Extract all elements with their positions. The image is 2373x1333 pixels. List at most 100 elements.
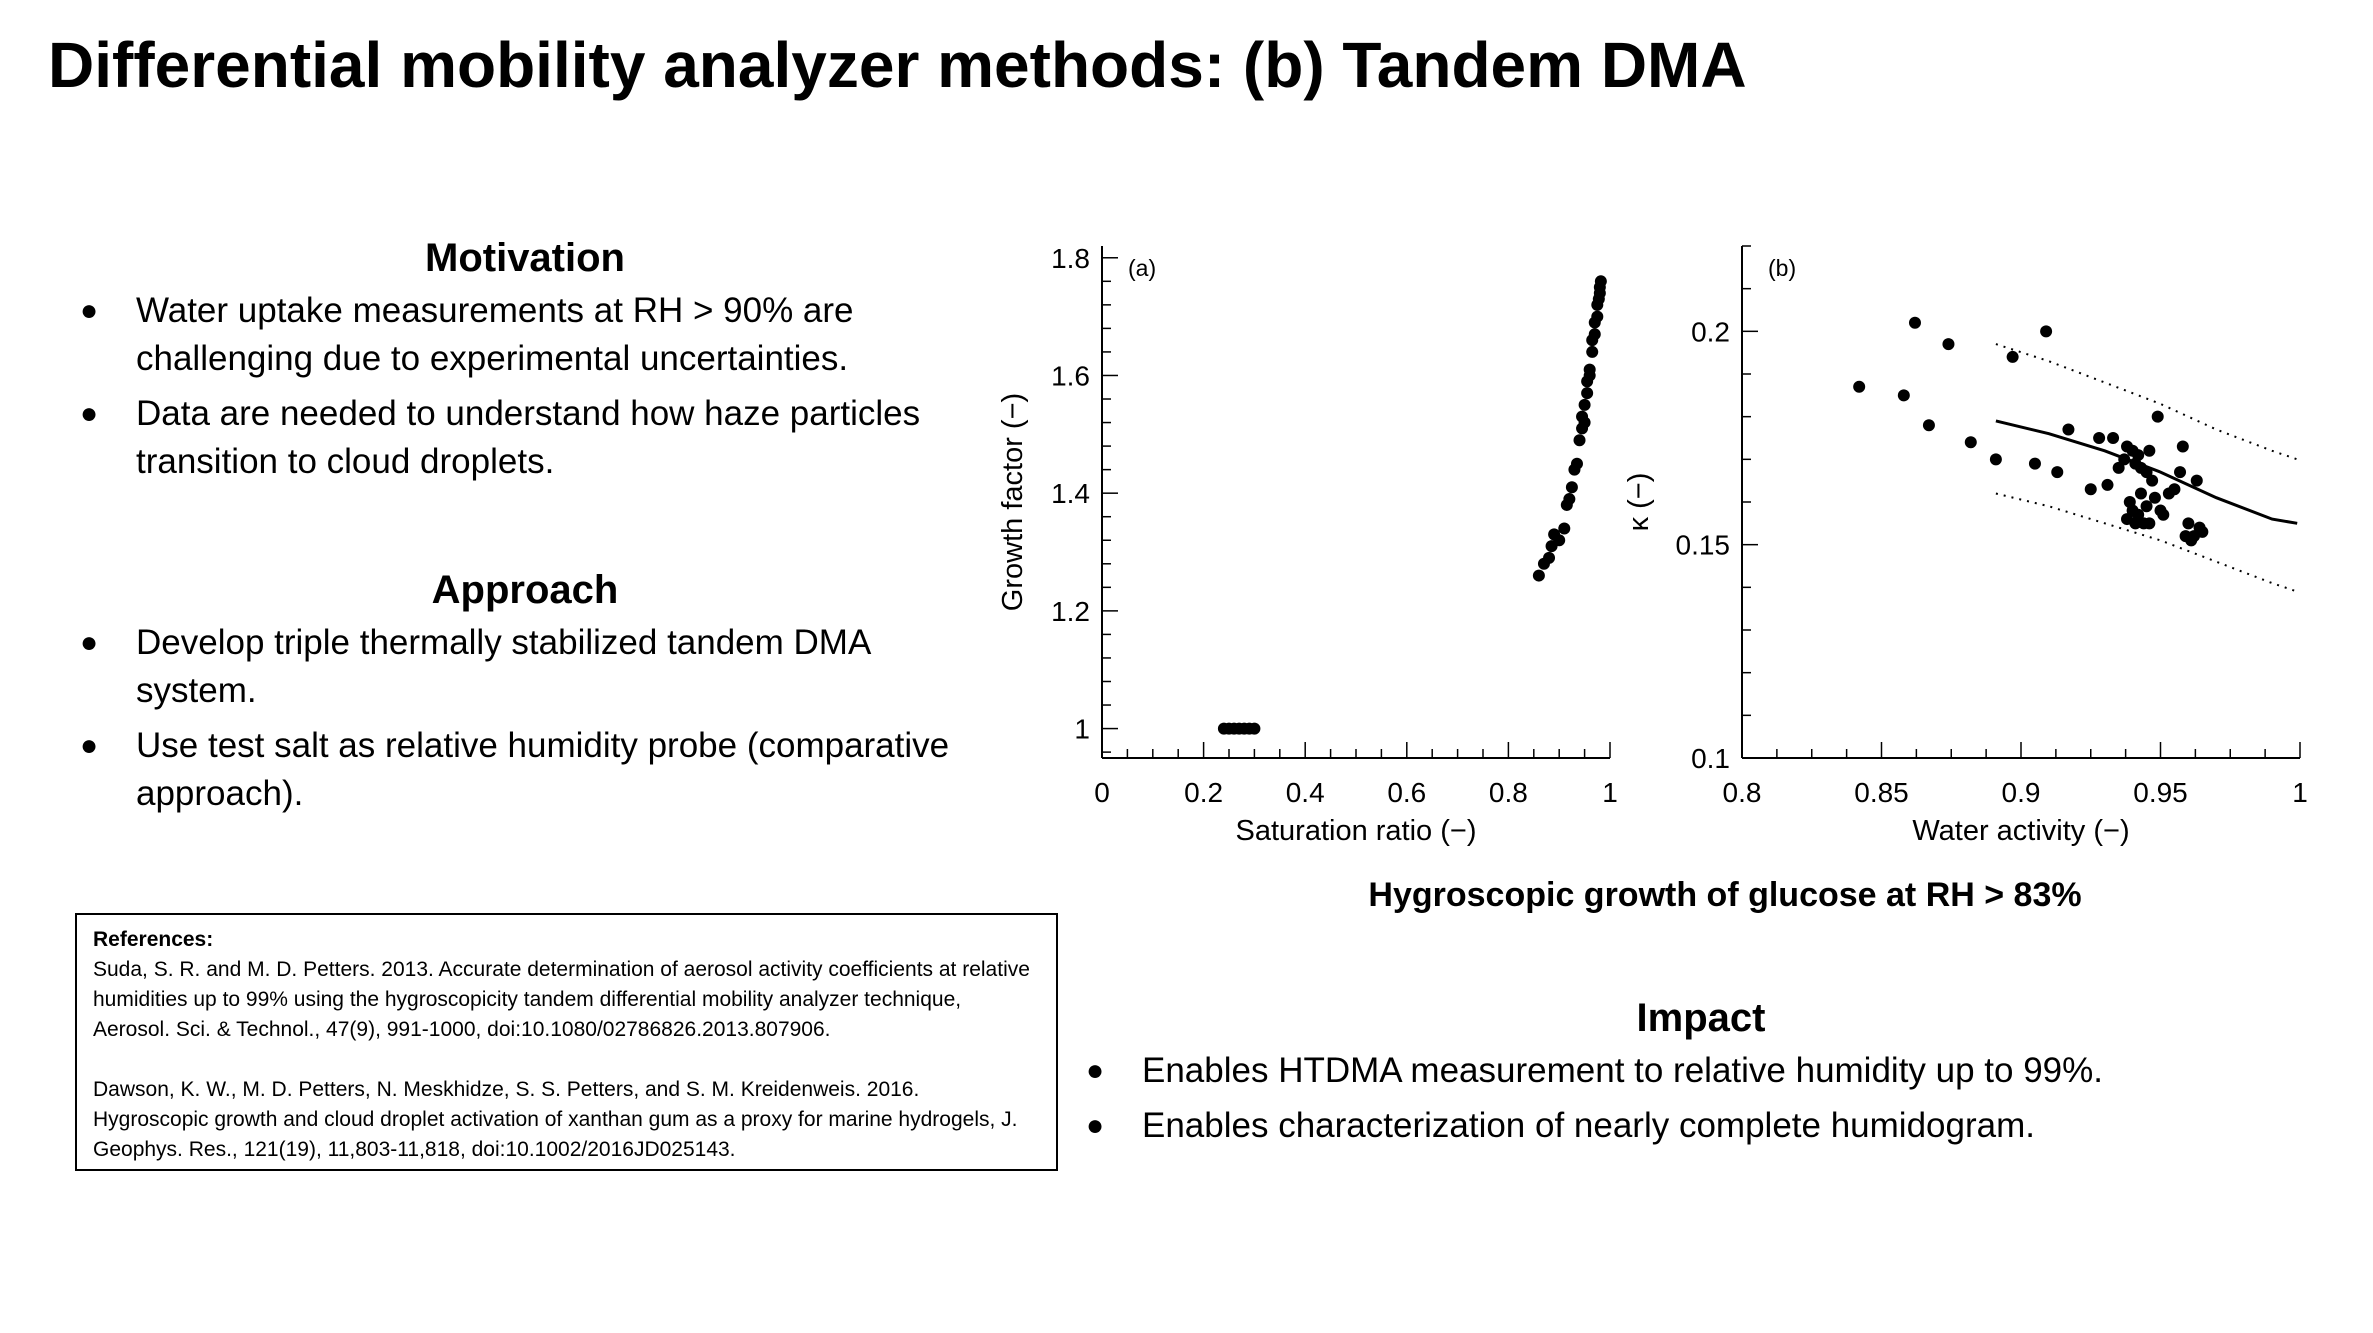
data-point	[2107, 432, 2120, 444]
motivation-list: ● Water uptake measurements at RH > 90% a…	[80, 287, 980, 486]
x-tick-label: 0.4	[1286, 777, 1325, 808]
bullet-text: Enables HTDMA measurement to relative hu…	[1142, 1051, 2103, 1090]
data-point	[1897, 389, 1910, 402]
data-point	[1588, 328, 1601, 341]
data-point	[1594, 275, 1607, 288]
data-point	[2176, 440, 2189, 453]
data-point	[2190, 474, 2203, 487]
bound-line	[1995, 343, 2298, 461]
data-point	[2196, 525, 2209, 538]
x-tick-label: 1	[1602, 777, 1618, 808]
bullet-icon: ●	[80, 729, 99, 762]
panel-label: (b)	[1768, 255, 1796, 281]
data-point	[2062, 423, 2075, 436]
impact-list: ● Enables HTDMA measurement to relative h…	[1086, 1047, 2286, 1150]
data-point	[2132, 508, 2145, 521]
data-point	[2101, 478, 2114, 491]
data-point	[2143, 517, 2156, 530]
data-point	[2051, 466, 2064, 479]
approach-section: Approach ● Develop triple thermally stabi…	[80, 568, 980, 825]
data-point	[1563, 493, 1576, 506]
data-point	[1922, 419, 1935, 432]
data-point	[1989, 453, 2002, 466]
y-tick-label: 1.2	[1051, 596, 1090, 627]
data-point	[1248, 722, 1261, 735]
y-axis-title: κ (−)	[1623, 473, 1655, 532]
list-item: ● Enables characterization of nearly comp…	[1086, 1102, 2286, 1150]
data-point	[2143, 444, 2156, 457]
list-item: ● Water uptake measurements at RH > 90% a…	[80, 287, 980, 383]
data-point	[2146, 474, 2159, 487]
bullet-text: Enables characterization of nearly compl…	[1142, 1106, 2035, 1145]
bullet-icon: ●	[1086, 1054, 1105, 1087]
x-tick-label: 0.8	[1723, 777, 1762, 808]
data-point	[1573, 434, 1586, 447]
impact-heading: Impact	[1636, 996, 1766, 1040]
data-point	[2140, 500, 2153, 513]
bullet-text: Water uptake measurements at RH > 90% ar…	[136, 291, 854, 378]
reference-item: Suda, S. R. and M. D. Petters. 2013. Acc…	[93, 958, 1030, 1041]
data-point	[1853, 380, 1866, 393]
x-tick-label: 0.6	[1387, 777, 1426, 808]
list-item: ● Data are needed to understand how haze …	[80, 390, 980, 486]
data-point	[1570, 457, 1583, 470]
fit-line	[1995, 419, 2298, 525]
slide-title: Differential mobility analyzer methods: …	[48, 29, 1747, 101]
x-tick-label: 0.2	[1184, 777, 1223, 808]
data-point	[2132, 449, 2145, 462]
list-item: ● Develop triple thermally stabilized tan…	[80, 619, 980, 715]
motivation-section: Motivation ● Water uptake measurements at…	[80, 236, 980, 493]
data-point	[2182, 517, 2195, 530]
data-point	[1586, 345, 1599, 358]
y-tick-label: 1.8	[1051, 243, 1090, 274]
data-point	[2148, 491, 2161, 504]
x-tick-label: 0.95	[2133, 777, 2188, 808]
data-point	[1942, 338, 1955, 351]
bullet-icon: ●	[80, 626, 99, 659]
y-axis-title: Growth factor (−)	[997, 393, 1029, 611]
list-item: ● Enables HTDMA measurement to relative h…	[1086, 1047, 2286, 1095]
y-tick-label: 0.15	[1676, 530, 1731, 561]
bullet-icon: ●	[1086, 1109, 1105, 1142]
bullet-icon: ●	[80, 397, 99, 430]
motivation-heading: Motivation	[425, 236, 625, 280]
bullet-text: Use test salt as relative humidity probe…	[136, 726, 950, 813]
kappa-chart: 0.8 0.85 0.9 0.95 1 0.1 0.15 0.2 Water activity …	[1623, 245, 2308, 847]
references-heading: References:	[93, 928, 214, 951]
data-point	[2157, 508, 2170, 521]
data-point	[2112, 461, 2125, 474]
y-tick-label: 1.4	[1051, 478, 1090, 509]
data-point	[1578, 398, 1591, 411]
bullet-icon: ●	[80, 294, 99, 327]
x-tick-label: 0.8	[1489, 777, 1528, 808]
data-point	[1583, 363, 1596, 376]
data-point	[2084, 483, 2097, 496]
y-tick-label: 0.2	[1691, 316, 1730, 347]
data-point	[1908, 316, 1921, 329]
panel-label: (a)	[1128, 255, 1156, 281]
impact-section: Impact ● Enables HTDMA measurement to rel…	[1086, 996, 2286, 1157]
data-point	[2006, 350, 2019, 363]
data-point	[1558, 522, 1571, 535]
y-tick-label: 1.6	[1051, 360, 1090, 391]
x-tick-label: 1	[2292, 777, 2308, 808]
approach-heading: Approach	[431, 568, 619, 612]
bullet-text: Develop triple thermally stabilized tand…	[136, 623, 870, 710]
approach-list: ● Develop triple thermally stabilized tan…	[80, 619, 980, 818]
figure-caption: Hygroscopic growth of glucose at RH > 83…	[1368, 876, 2082, 914]
data-point	[1532, 569, 1545, 582]
growth-factor-chart: 0 0.2 0.4 0.6 0.8 1 1 1.2 1.4 1.6 1.8 Saturation ra…	[997, 243, 1618, 847]
data-point	[1565, 481, 1578, 494]
reference-item: Dawson, K. W., M. D. Petters, N. Meskhid…	[93, 1078, 1018, 1161]
references-box: References: Suda, S. R. and M. D. Petter…	[75, 913, 1058, 1171]
data-point	[1964, 436, 1977, 449]
data-point	[1591, 310, 1604, 323]
x-axis-title: Water activity (−)	[1912, 815, 2129, 847]
x-tick-label: 0	[1094, 777, 1110, 808]
x-tick-label: 0.9	[2002, 777, 2041, 808]
data-point	[2174, 466, 2187, 479]
data-point	[1543, 551, 1556, 564]
data-point	[2040, 325, 2053, 338]
list-item: ● Use test salt as relative humidity prob…	[80, 722, 980, 818]
data-point	[2028, 457, 2041, 470]
